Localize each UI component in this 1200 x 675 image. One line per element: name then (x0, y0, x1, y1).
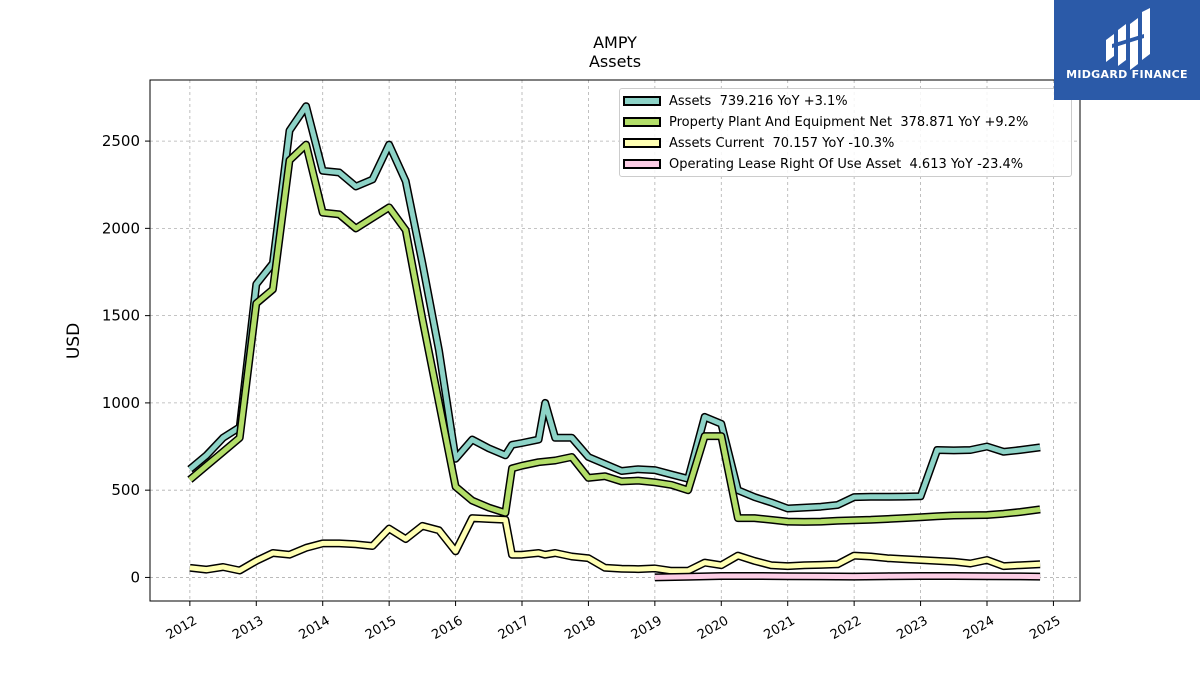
legend-item-operating-lease: Operating Lease Right Of Use Asset 4.613… (620, 154, 1023, 174)
x-tick-label: 2020 (695, 613, 731, 643)
x-tick-label: 2016 (429, 613, 465, 643)
y-axis-label: USD (64, 323, 84, 359)
y-tick-label: 0 (130, 568, 140, 586)
legend-swatch-ppe (623, 117, 661, 127)
y-tick-label: 2500 (102, 132, 140, 150)
legend: Assets 739.216 YoY +3.1% Property Plant … (619, 88, 1072, 177)
legend-label-operating-lease: Operating Lease Right Of Use Asset 4.613… (669, 156, 1024, 172)
legend-item-assets: Assets 739.216 YoY +3.1% (620, 91, 848, 111)
series-1-line (188, 142, 1041, 525)
legend-label-ppe: Property Plant And Equipment Net 378.871… (669, 114, 1029, 130)
chart-title: AMPY (593, 33, 637, 52)
series-lines (187, 102, 1041, 582)
y-tick-label: 500 (111, 481, 140, 499)
legend-item-ppe: Property Plant And Equipment Net 378.871… (620, 112, 1028, 132)
series-1-group (187, 140, 1041, 526)
y-tick-label: 1500 (102, 307, 140, 325)
logo-icon (1106, 8, 1150, 70)
x-axis-ticks: 2012 2013 2014 2015 2016 2017 2018 2019 2020 2021… (164, 601, 1063, 643)
legend-item-assets-current: Assets Current 70.157 YoY -10.3% (620, 133, 894, 153)
logo-text: MIDGARD FINANCE (1066, 68, 1188, 81)
series-0-line (188, 103, 1041, 511)
x-tick-label: 2012 (164, 613, 200, 643)
y-tick-label: 2000 (102, 219, 140, 237)
series-2-group (189, 514, 1041, 575)
series-0-group (187, 102, 1041, 513)
x-tick-label: 2013 (230, 613, 266, 643)
series-3-line (654, 573, 1041, 580)
x-tick-label: 2019 (629, 613, 665, 643)
x-tick-label: 2021 (762, 613, 798, 643)
y-tick-label: 1000 (102, 394, 140, 412)
legend-swatch-assets-current (623, 138, 661, 148)
chart-subtitle: Assets (589, 52, 641, 71)
legend-label-assets-current: Assets Current 70.157 YoY -10.3% (669, 135, 895, 151)
series-2-line (189, 515, 1041, 574)
series-3-group (654, 572, 1041, 582)
x-tick-label: 2023 (894, 613, 930, 643)
legend-label-assets: Assets 739.216 YoY +3.1% (669, 93, 848, 109)
x-tick-label: 2017 (496, 613, 532, 643)
x-tick-label: 2014 (297, 613, 333, 643)
plot-frame (149, 79, 1081, 602)
x-tick-label: 2024 (961, 613, 997, 643)
x-tick-label: 2025 (1027, 613, 1063, 643)
x-tick-label: 2018 (562, 613, 598, 643)
y-axis-ticks: 0 500 1000 1500 2000 2500 (102, 132, 150, 586)
x-tick-label: 2015 (363, 613, 399, 643)
legend-swatch-operating-lease (623, 159, 661, 169)
legend-swatch-assets (623, 96, 661, 106)
x-tick-label: 2022 (828, 613, 864, 643)
logo: MIDGARD FINANCE (1054, 0, 1200, 100)
